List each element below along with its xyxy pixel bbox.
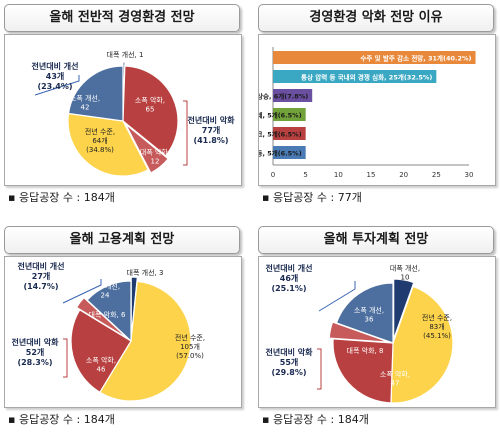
pie-slice (67, 65, 124, 122)
callout-label: 전년대비 개선 27개 (14.7%) (18, 261, 65, 291)
pie-slice (328, 321, 390, 343)
x-tick-label: 5 (303, 171, 307, 179)
panel-investment-outlook: 올해 투자계획 전망 대폭 개선, 10 전년 수준, 83개 (45.1%) 소폭 악화… (258, 226, 496, 436)
bar (273, 108, 306, 121)
x-tick-label: 0 (271, 171, 275, 179)
pie-slice (86, 280, 132, 343)
bar (273, 89, 313, 102)
pie-slice (67, 112, 150, 177)
slice-label: 전년 수준, 105개 (57.0%) (175, 333, 205, 360)
pie-slice (390, 285, 454, 404)
callout-label: 전년대비 개선 46개 (25.1%) (266, 263, 313, 293)
panel-title: 올해 고용계획 전망 (4, 226, 240, 254)
x-tick-label: 20 (399, 171, 408, 179)
x-tick-label: 30 (465, 171, 474, 179)
bar (273, 70, 437, 83)
respondent-count-note: ▪ 응답공장 수 : 184개 (262, 413, 369, 426)
bar-label: 노사갈등 및 인건비 상승, 6개(7.8%) (259, 92, 308, 101)
pie-slice (99, 280, 192, 402)
panel-title: 올해 전반적 경영환경 전망 (4, 4, 240, 32)
callout-bracket (318, 281, 356, 312)
bar (273, 127, 306, 140)
plot-area: 대폭 개선, 1 소폭 악화, 65 대폭 악화, 12 전년 수준, 64개 (34.8%)… (4, 34, 242, 186)
callout-bracket (62, 279, 102, 304)
callout-bracket (34, 75, 80, 96)
callout-bracket (63, 338, 68, 378)
respondent-count-note: ▪ 응답공장 수 : 184개 (8, 413, 115, 426)
callout-label: 전년대비 악화 52개 (28.3%) (12, 337, 60, 367)
pie-slice (124, 123, 170, 174)
plot-area: 수주 및 발주 감소 전망, 31개(40.2%) 통상 압력 등 국내외 경쟁 … (169, 34, 496, 186)
x-tick-label: 25 (432, 171, 441, 179)
slice-label: 대폭 악화, 6 (89, 311, 126, 319)
bar (273, 51, 476, 64)
x-tick-label: 15 (367, 171, 376, 179)
x-tick-label: 10 (334, 171, 343, 179)
pie-slice (393, 278, 415, 340)
pie-slice (75, 296, 129, 340)
callout-bracket (183, 100, 188, 166)
slice-label: 대폭 개선, 3 (127, 268, 164, 277)
slice-label: 소폭 개선, 24 (90, 282, 120, 300)
slice-label: 전년 수준, 64개 (34.8%) (85, 127, 115, 154)
slice-label: 전년 수준, 83개 (45.1%) (422, 313, 452, 340)
slice-label: 소폭 악화, 65 (135, 97, 165, 114)
respondent-count-note: ▪ 응답공장 수 : 77개 (262, 191, 362, 204)
plot-area: 대폭 개선, 10 전년 수준, 83개 (45.1%) 소폭 악화, 47 대폭 악화, 8… (258, 256, 496, 408)
bar (273, 146, 306, 159)
pie-chart-employment-outlook: 대폭 개선, 3 전년 수준, 105개 (57.0%) 소폭 악화, 46 대폭 악화, … (12, 261, 205, 402)
slice-label: 소폭 개선, 42 (70, 94, 100, 112)
panel-title: 올해 투자계획 전망 (258, 226, 494, 254)
panel-title: 경영환경 악화 전망 이유 (258, 4, 494, 32)
bar-label: 통상 압력 등 국내외 경쟁 심화, 25개(32.5%) (301, 73, 432, 82)
slice-label: 대폭 악화, 12 (140, 149, 170, 166)
pie-slice (122, 65, 179, 157)
slice-label: 소폭 개선, 36 (354, 306, 384, 324)
pie-slice (70, 309, 132, 394)
respondent-count-note: ▪ 응답공장 수 : 184개 (8, 191, 115, 204)
pie-chart-investment-outlook: 대폭 개선, 10 전년 수준, 83개 (45.1%) 소폭 악화, 47 대폭 악화, 8… (266, 263, 454, 404)
pie-slice (335, 282, 394, 344)
callout-label: 전년대비 개선 43개 (23.4%) (32, 61, 79, 91)
bar-label: 수주 및 발주 감소 전망, 31개(40.2%) (360, 54, 471, 63)
slice-label: 대폭 개선, 1 (107, 50, 144, 59)
pie-chart-business-outlook: 대폭 개선, 1 소폭 악화, 65 대폭 악화, 12 전년 수준, 64개 (34.8%)… (32, 50, 236, 177)
callout-label: 전년대비 악화 55개 (29.8%) (266, 347, 314, 377)
panel-employment-outlook: 올해 고용계획 전망 대폭 개선, 3 전년 수준, 105개 (57.0%) 소폭 악… (4, 226, 242, 436)
bar-label: 환율불안 등 금융리스크, 5개(6.5%) (259, 130, 302, 139)
slice-label: 대폭 악화, 8 (347, 347, 384, 355)
callout-bracket (317, 348, 322, 390)
bar-chart-worsening-reasons: 수주 및 발주 감소 전망, 31개(40.2%) 통상 압력 등 국내외 경쟁 … (169, 47, 476, 179)
panel-worsening-reasons: 경영환경 악화 전망 이유 수주 및 발주 감소 전망, 31개(40.2%) 통… (169, 4, 496, 219)
pie-slice (332, 338, 394, 404)
slice-label: 소폭 악화, 46 (86, 357, 116, 374)
slice-label: 대폭 개선, 10 (390, 264, 420, 282)
slice-label: 소폭 악화, 47 (380, 371, 410, 388)
panel-business-outlook: 올해 전반적 경영환경 전망 대폭 개선, 1 소폭 악화, 65 대폭 악화, 12 전… (4, 4, 242, 219)
bar-label: 화평법, 배출권거래제 등 환경규제, 5개(6.5%) (259, 111, 302, 120)
bar-label: 기타 내부사정 등, 5개(6.5%) (259, 149, 302, 158)
callout-label: 전년대비 악화 77개 (41.8%) (188, 115, 236, 145)
plot-area: 대폭 개선, 3 전년 수준, 105개 (57.0%) 소폭 악화, 46 대폭 악화, … (4, 256, 242, 408)
